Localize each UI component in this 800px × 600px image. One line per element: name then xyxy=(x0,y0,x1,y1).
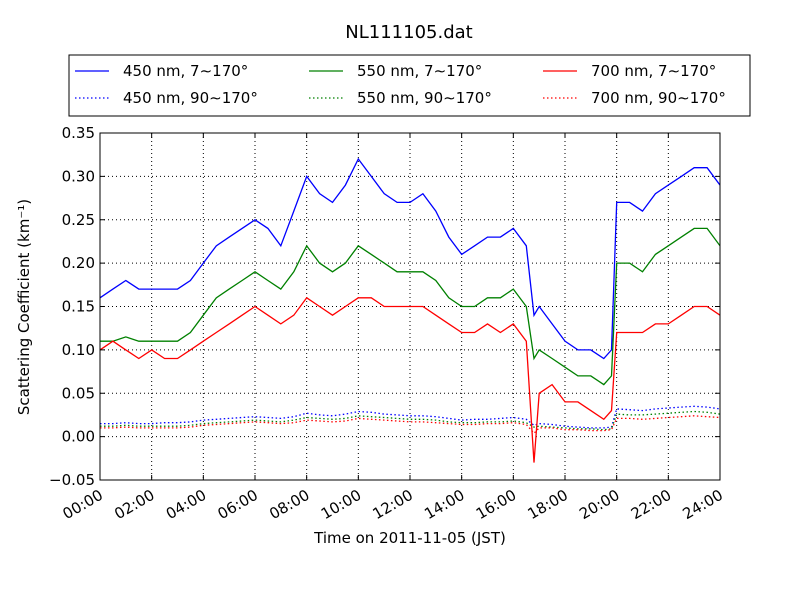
x-tick-label: 12:00 xyxy=(370,486,416,523)
y-tick-label: 0.05 xyxy=(62,384,95,402)
chart-title: NL111105.dat xyxy=(345,22,472,43)
x-tick-label: 10:00 xyxy=(318,486,364,523)
legend-label-0: 450 nm, 7∼170° xyxy=(123,62,248,80)
legend-label-5: 700 nm, 90∼170° xyxy=(591,89,726,107)
x-tick-label: 04:00 xyxy=(163,486,209,523)
legend: 450 nm, 7∼170° 550 nm, 7∼170° 700 nm, 7∼17… xyxy=(68,54,751,117)
y-tick-label: 0.15 xyxy=(62,298,95,316)
x-tick-label: 16:00 xyxy=(473,486,519,523)
y-tick-label: 0.30 xyxy=(62,167,95,185)
legend-label-1: 550 nm, 7∼170° xyxy=(357,62,482,80)
y-axis-label: Scattering Coefficient (km⁻¹) xyxy=(15,199,33,415)
x-axis-label: Time on 2011-11-05 (JST) xyxy=(313,529,506,547)
x-tick-label: 08:00 xyxy=(266,486,312,523)
plot-area: 00:00 02:00 04:00 06:00 08:00 10:00 12:00 14:00… xyxy=(49,124,726,523)
y-tick-label: 0.10 xyxy=(62,341,95,359)
series-line-4 xyxy=(100,410,720,431)
y-tick-label: 0.20 xyxy=(62,254,95,272)
x-tick-label: 00:00 xyxy=(60,486,106,523)
x-tick-label: 22:00 xyxy=(628,486,674,523)
legend-label-3: 450 nm, 90∼170° xyxy=(123,89,258,107)
legend-label-4: 550 nm, 90∼170° xyxy=(357,89,492,107)
x-tick-label: 24:00 xyxy=(680,486,726,523)
y-tick-label: 0.00 xyxy=(62,428,95,446)
series-line-3 xyxy=(100,405,720,429)
x-tick-label: 02:00 xyxy=(111,486,157,523)
series-line-1 xyxy=(100,227,720,386)
x-tick-label: 20:00 xyxy=(576,486,622,523)
series-line-5 xyxy=(100,415,720,435)
y-tick-label: 0.25 xyxy=(62,211,95,229)
x-tick-label: 06:00 xyxy=(215,486,261,523)
y-tick-label: 0.35 xyxy=(62,124,95,142)
legend-box xyxy=(68,54,751,117)
series-line-2 xyxy=(100,296,720,463)
x-tick-label: 18:00 xyxy=(525,486,571,523)
y-tick-label: −0.05 xyxy=(49,471,95,489)
series-line-0 xyxy=(100,157,720,360)
legend-label-2: 700 nm, 7∼170° xyxy=(591,62,716,80)
x-tick-label: 14:00 xyxy=(421,486,467,523)
